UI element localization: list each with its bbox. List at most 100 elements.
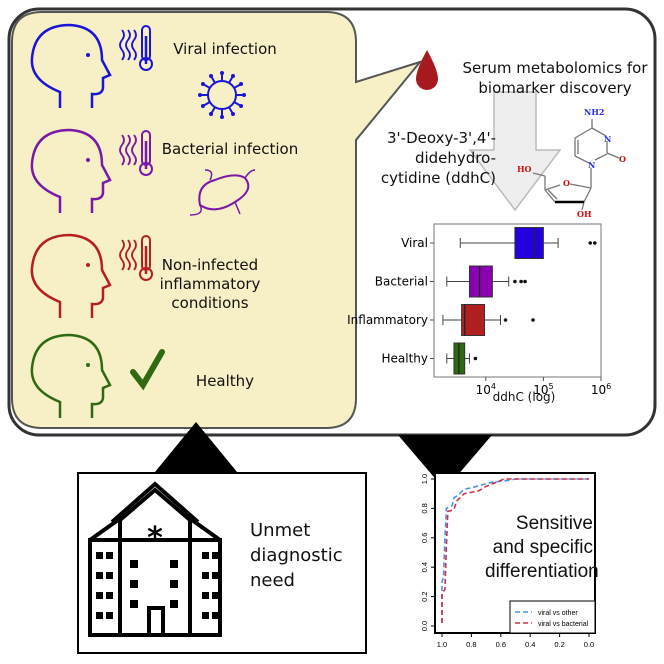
bacteria-flagellum [189, 204, 202, 216]
window [170, 600, 178, 608]
x-tick-label: 104 [476, 382, 496, 397]
y-tick-label: 0.4 [420, 562, 429, 572]
virus-spike [203, 83, 211, 89]
window [106, 552, 113, 559]
outlier-point [588, 241, 593, 245]
window [96, 612, 103, 619]
virus-spike-tip [242, 93, 246, 97]
eye-icon [86, 363, 90, 367]
nh2-label: NH2 [584, 107, 604, 117]
outlier-point [503, 318, 508, 322]
virus-spike [210, 76, 216, 84]
y-tick-label: 0.8 [420, 503, 429, 513]
box-viral [514, 227, 544, 259]
eye-icon [86, 158, 90, 162]
virus-spike-tip [231, 112, 235, 117]
legend-label: viral vs other [538, 610, 578, 617]
head-icon-2 [30, 233, 112, 318]
heat-wave-icon [125, 239, 131, 271]
x-tick-label: 0.2 [554, 640, 564, 649]
window [96, 552, 103, 559]
label-healthy: Healthy [195, 372, 255, 390]
outlier-point [473, 356, 478, 361]
heat-wave-icon [131, 134, 137, 166]
y-tick-label: 1.0 [420, 474, 429, 484]
label-bacterial: Bacterial infection [161, 140, 299, 158]
blood-drop-icon [416, 50, 438, 90]
y-tick-label-viral: Viral [401, 236, 428, 250]
window [96, 592, 103, 599]
x-tick-label: 0.4 [525, 640, 535, 649]
eye-icon [86, 263, 90, 267]
x-tick-label: 0.6 [496, 640, 506, 649]
virus-spike-tip [209, 112, 213, 117]
outlier-point [519, 279, 523, 284]
head-icon-1 [30, 128, 112, 213]
heat-wave-icon [125, 134, 131, 166]
down-arrow-triangle [398, 435, 492, 490]
boxplot-xlabel: ddhC (log) [492, 390, 556, 404]
heat-wave-icon [131, 29, 137, 61]
window [202, 552, 209, 559]
box-bacterial [468, 265, 493, 298]
virus-spike-tip [198, 93, 202, 97]
window [130, 560, 138, 568]
virus-spike-tip [200, 82, 205, 86]
x-tick-label: 105 [533, 382, 553, 397]
up-arrow-triangle [150, 422, 242, 478]
window [212, 572, 219, 579]
virus-spike-tip [200, 104, 205, 108]
ring-o-label: O [563, 178, 570, 188]
y-tick-label-inflammatory: Inflammatory [347, 313, 428, 327]
heat-wave-icon [131, 239, 137, 271]
sensitive-specific-text: Sensitive and specific differentiation [485, 513, 599, 582]
window [106, 572, 113, 579]
y-tick-label: 0.6 [420, 533, 429, 543]
outlier-point [592, 241, 597, 245]
roc-curve-0 [441, 478, 589, 624]
virus-spike [228, 106, 234, 114]
bacteria-flagellum [234, 201, 241, 215]
box-inflammatory [461, 304, 486, 336]
outlier-point [531, 318, 535, 322]
legend-label: viral vs bacterial [538, 621, 589, 628]
x-tick-label: 0.8 [466, 640, 476, 649]
roc-curve-1 [441, 478, 589, 624]
x-tick-label: 1.0 [437, 640, 447, 649]
virus-spike-tip [209, 73, 213, 78]
label-viral: Viral infection [173, 40, 277, 58]
heat-wave-icon [125, 29, 131, 61]
window [202, 612, 209, 619]
virus-spike-tip [239, 82, 244, 86]
head-icon-3 [30, 333, 112, 418]
roc-legend [509, 600, 596, 634]
speech-bubble [11, 11, 423, 429]
virus-spike [233, 101, 241, 107]
virus-spike-tip [220, 115, 224, 119]
window [212, 552, 219, 559]
virus-spike [210, 106, 216, 114]
y-tick-label-bacterial: Bacterial [375, 275, 428, 289]
eye-icon [86, 53, 90, 57]
label-inflammatory: Non-infected inflammatory conditions [159, 256, 261, 312]
y-tick-label-healthy: Healthy [381, 352, 428, 366]
virus-spike [233, 83, 241, 89]
window [170, 560, 178, 568]
window [96, 572, 103, 579]
window [212, 612, 219, 619]
virus-spike [203, 101, 211, 107]
virus-spike [228, 76, 234, 84]
window [106, 592, 113, 599]
window [212, 592, 219, 599]
heat-wave-icon [119, 134, 125, 166]
oh-label: OH [577, 209, 592, 219]
serum-metabolomics-text: Serum metabolomics for biomarker discove… [462, 59, 648, 97]
n3-label: N [604, 134, 611, 144]
head-icon-0 [30, 23, 112, 108]
unmet-need-text: Unmet diagnostic need [250, 520, 343, 591]
heat-wave-icon [119, 29, 125, 61]
